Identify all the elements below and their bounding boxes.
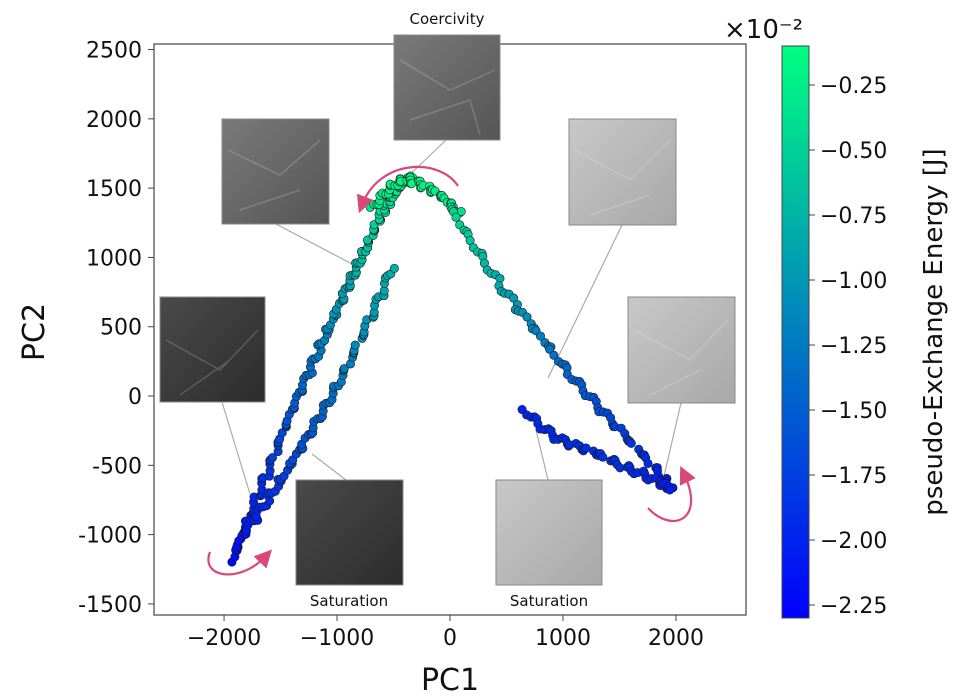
y-axis-label: PC2 [17,303,52,361]
x-tick-label: −2000 [187,626,261,651]
arrow-top [356,165,459,214]
data-point [665,485,675,495]
colorbar-tick-label: −2.25 [820,594,887,619]
data-point [643,458,653,468]
data-point [350,340,360,350]
data-point [267,453,277,463]
data-point [451,212,461,222]
data-point [598,452,608,462]
axis-ticks [148,49,677,621]
data-point [535,331,545,341]
colorbar [781,45,810,619]
colorbar-tick-label: −1.50 [820,399,887,424]
colorbar-multiplier: ×10⁻² [724,15,803,45]
data-point [339,364,349,374]
inset-upper-left [221,118,330,225]
arrow-bottom-left [207,549,272,576]
scatter-points [227,171,678,567]
x-tick-label: 1000 [535,626,591,651]
y-tick-label: 1000 [86,246,142,271]
inset-label-coercivity: Coercivity [410,10,485,28]
colorbar-tick-label: −0.25 [820,74,887,99]
inset-images [159,34,736,586]
y-tick-label: 1500 [86,177,142,202]
y-tick-label: 0 [128,385,142,410]
inset-label-saturation-right: Saturation [510,592,588,610]
inset-middle-left [159,296,266,403]
x-tick-label: 0 [443,626,457,651]
inset-leader-lines [221,139,682,495]
colorbar-tick-label: −1.25 [820,334,887,359]
inset-coercivity [393,34,501,141]
colorbar-tick-label: −0.75 [820,204,887,229]
y-tick-label: 2000 [86,108,142,133]
colorbar-tick-label: −2.00 [820,529,887,554]
inset-saturation-right [495,479,603,586]
data-point [495,273,505,283]
inset-label-saturation-left: Saturation [310,592,388,610]
data-point [522,312,532,322]
y-tick-label: 500 [100,316,142,341]
y-tick-label: -500 [92,454,142,479]
x-tick-label: −1000 [300,626,374,651]
y-tick-label: 2500 [86,39,142,64]
colorbar-tick-label: −1.00 [820,269,887,294]
data-point [549,350,559,360]
x-tick-label: 2000 [648,626,704,651]
inset-saturation-left [295,479,404,586]
inset-middle-right [627,296,736,404]
colorbar-ticks: −0.25 −0.50 −0.75 −1.00 −1.25 −1.50 −1.75 −2.00… [809,74,887,619]
colorbar-label: pseudo-Exchange Energy [J] [919,148,949,515]
tick-labels: −2000 −1000 0 1000 2000 2500 2000 1500 1000 500 0 -… [78,39,704,651]
colorbar-tick-label: −0.50 [820,139,887,164]
rotation-arrows [207,165,696,576]
inset-upper-right [568,118,677,226]
data-point [509,293,519,303]
data-point [389,263,399,273]
colorbar-tick-label: −1.75 [820,464,887,489]
data-point [626,438,636,448]
arrow-bottom-right [647,466,696,523]
x-axis-label: PC1 [421,663,479,698]
y-tick-label: -1000 [78,524,142,549]
y-tick-label: -1500 [78,593,142,618]
